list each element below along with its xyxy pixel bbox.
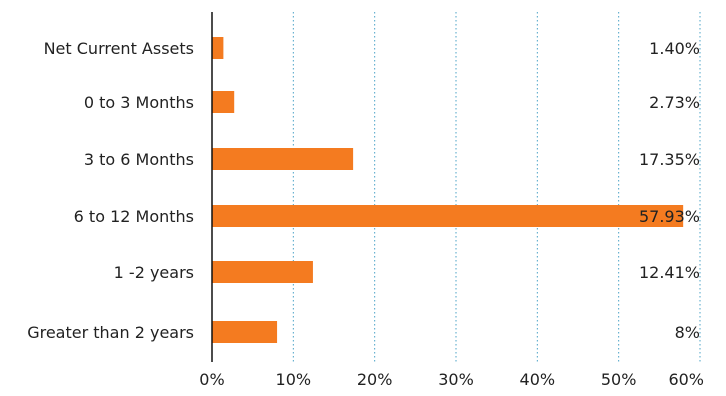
- x-tick-label-20: 20%: [357, 370, 393, 389]
- bar-layer: [212, 37, 684, 343]
- category-label-0: Net Current Assets: [44, 39, 194, 58]
- value-label-4: 12.41%: [639, 263, 700, 282]
- category-label-4: 1 -2 years: [114, 263, 194, 282]
- category-label-2: 3 to 6 Months: [84, 150, 194, 169]
- category-label-1: 0 to 3 Months: [84, 93, 194, 112]
- x-tick-label-10: 10%: [276, 370, 312, 389]
- value-label-5: 8%: [675, 323, 700, 342]
- category-label-5: Greater than 2 years: [27, 323, 194, 342]
- label-layer: Net Current Assets 1.40% 0 to 3 Months 2.73…: [27, 39, 704, 389]
- bar-4: [212, 261, 313, 283]
- bar-5: [212, 321, 278, 343]
- bar-3: [212, 205, 684, 227]
- bar-1: [212, 91, 235, 113]
- bar-2: [212, 148, 354, 170]
- grid-layer: [292, 12, 701, 362]
- value-label-3: 57.93%: [639, 207, 700, 226]
- value-label-0: 1.40%: [649, 39, 700, 58]
- bar-0: [212, 37, 224, 59]
- category-label-3: 6 to 12 Months: [74, 207, 194, 226]
- value-label-2: 17.35%: [639, 150, 700, 169]
- x-tick-label-60: 60%: [668, 370, 704, 389]
- value-label-1: 2.73%: [649, 93, 700, 112]
- x-tick-label-50: 50%: [601, 370, 637, 389]
- x-tick-label-0: 0%: [199, 370, 224, 389]
- x-tick-label-40: 40%: [520, 370, 556, 389]
- x-tick-label-30: 30%: [438, 370, 474, 389]
